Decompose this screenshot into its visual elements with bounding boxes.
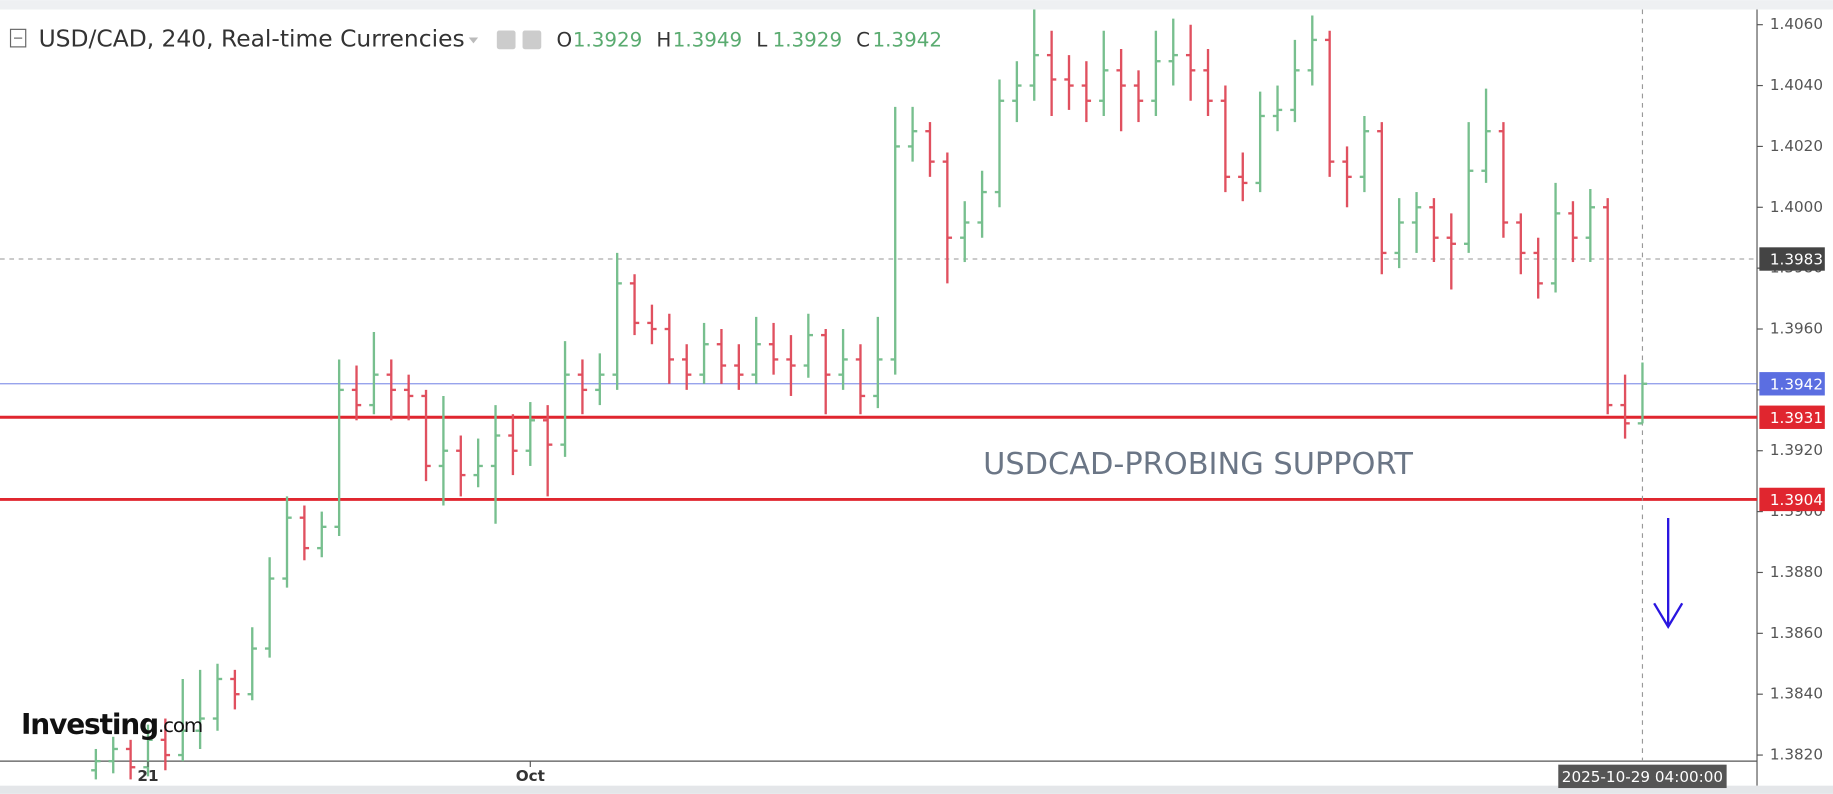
- symbol-title: USD/CAD, 240, Real-time Currencies: [39, 24, 465, 52]
- level-label-box: [1759, 372, 1825, 396]
- plot-area: [0, 9, 1758, 780]
- y-tick-label: 1.3880: [1770, 563, 1823, 581]
- y-tick-label: 1.3840: [1770, 685, 1823, 703]
- collapse-icon[interactable]: [9, 28, 27, 48]
- ohlc-letter: L: [756, 29, 767, 52]
- level-label: 1.3904: [1770, 491, 1823, 509]
- watermark-brand: Investing: [21, 708, 158, 741]
- level-label: 1.3942: [1770, 375, 1823, 393]
- watermark-suffix: .com: [158, 714, 202, 737]
- bottom-strip: [0, 785, 1833, 794]
- level-label-box: [1759, 487, 1825, 512]
- top-strip: [0, 0, 1833, 10]
- y-tick-label: 1.3920: [1770, 441, 1823, 459]
- level-label-box: [1759, 405, 1825, 429]
- visibility-icon[interactable]: [496, 30, 516, 50]
- annotation: USDCAD-PROBING SUPPORT: [983, 447, 1413, 482]
- x-tick-label: Oct: [516, 767, 545, 785]
- arrow-head: [1653, 602, 1684, 629]
- y-tick-label: 1.3960: [1770, 320, 1823, 338]
- settings-icon[interactable]: [522, 30, 542, 50]
- ohlc-value: 1.3929: [773, 29, 843, 52]
- y-tick-label: 1.3820: [1770, 746, 1823, 764]
- crosshair-label: 2025-10-29 04:00:00: [1562, 768, 1723, 786]
- ohlc-letter: O: [556, 29, 572, 52]
- x-tick-label: 21: [137, 767, 158, 785]
- level-label: 1.3931: [1770, 409, 1823, 427]
- ohlc-values: O 1.3929 H 1.3949 L 1.3929 C 1.3942: [556, 29, 942, 52]
- ohlc-value: 1.3949: [673, 29, 743, 52]
- level-label-box: [1759, 247, 1825, 271]
- y-tick-label: 1.4040: [1770, 76, 1823, 94]
- ohlc-letter: C: [856, 29, 870, 52]
- dropdown-caret[interactable]: [468, 37, 479, 44]
- crosshair-label-box: [1558, 764, 1727, 789]
- watermark: Investing.com: [21, 708, 202, 741]
- ohlc-letter: H: [656, 29, 671, 52]
- ohlc-value: 1.3929: [573, 29, 643, 52]
- level-label: 1.3983: [1770, 251, 1823, 269]
- y-tick-label: 1.4020: [1770, 137, 1823, 155]
- y-tick-label: 1.3860: [1770, 624, 1823, 642]
- y-tick-label: 1.4000: [1770, 198, 1823, 216]
- y-tick-label: 1.4060: [1770, 15, 1823, 33]
- ohlc-value: 1.3942: [872, 29, 942, 52]
